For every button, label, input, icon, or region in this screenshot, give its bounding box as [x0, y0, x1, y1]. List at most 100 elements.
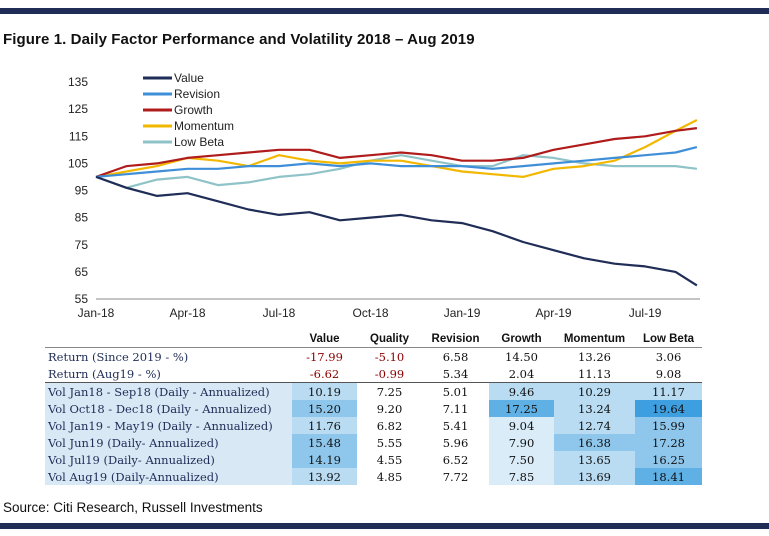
table-cell: 11.17 — [635, 382, 702, 400]
table-cell: 17.28 — [635, 434, 702, 451]
table-header-row: Value Quality Revision Growth Momentum L… — [45, 330, 702, 348]
table-cell: 9.20 — [357, 400, 422, 417]
table-cell: 13.24 — [554, 400, 635, 417]
y-tick-label: 65 — [75, 265, 89, 279]
y-tick-label: 85 — [75, 211, 89, 225]
table-cell: 16.38 — [554, 434, 635, 451]
table-header-momentum: Momentum — [554, 330, 635, 348]
series-line-momentum — [95, 119, 698, 178]
table-cell: 7.85 — [489, 468, 554, 485]
table-cell: 11.76 — [292, 417, 357, 434]
y-tick-label: 55 — [75, 292, 89, 306]
table-cell: 10.29 — [554, 382, 635, 400]
table-cell: 6.52 — [422, 451, 489, 468]
table-row: Vol Jan18 - Sep18 (Daily - Annualized) 10… — [45, 382, 702, 400]
table-cell: -5.10 — [357, 347, 422, 365]
x-tick-label: Jul-19 — [629, 306, 662, 320]
table-cell: 9.04 — [489, 417, 554, 434]
source-note: Source: Citi Research, Russell Investmen… — [3, 500, 263, 515]
x-tick-label: Jan-18 — [78, 306, 115, 320]
y-tick-label: 115 — [69, 129, 88, 143]
y-tick-label: 135 — [68, 75, 88, 89]
table-body: Return (Since 2019 - %) -17.99 -5.10 6.58 14… — [45, 347, 702, 485]
table-cell: 14.19 — [292, 451, 357, 468]
y-tick-label: 95 — [75, 184, 89, 198]
table-cell: 15.48 — [292, 434, 357, 451]
table-row: Vol Oct18 - Dec18 (Daily - Annualized) 15… — [45, 400, 702, 417]
legend-label: Revision — [174, 87, 220, 101]
y-tick-label: 75 — [75, 238, 89, 252]
y-tick-label: 105 — [68, 156, 88, 170]
table-cell: 19.64 — [635, 400, 702, 417]
table-cell: 13.65 — [554, 451, 635, 468]
table-header-quality: Quality — [357, 330, 422, 348]
table-row: Vol Jan19 - May19 (Daily - Annualized) 11… — [45, 417, 702, 434]
top-rule — [0, 8, 769, 14]
table-cell: 11.13 — [554, 365, 635, 383]
table-header-revision: Revision — [422, 330, 489, 348]
table-header-growth: Growth — [489, 330, 554, 348]
series-line-low-beta — [95, 154, 698, 189]
row-label: Return (Since 2019 - %) — [45, 347, 292, 365]
table-cell: 16.25 — [635, 451, 702, 468]
bottom-rule — [0, 523, 769, 529]
legend-label: Growth — [174, 103, 213, 117]
table-cell: -0.99 — [357, 365, 422, 383]
table-cell: 13.92 — [292, 468, 357, 485]
table-cell: 15.20 — [292, 400, 357, 417]
series-line-value — [95, 175, 698, 287]
row-label: Vol Jun19 (Daily- Annualized) — [45, 434, 292, 451]
y-tick-label: 125 — [68, 102, 88, 116]
table-row: Vol Jul19 (Daily- Annualized) 14.19 4.55 6.… — [45, 451, 702, 468]
table-cell: 7.11 — [422, 400, 489, 417]
table-cell: 17.25 — [489, 400, 554, 417]
row-label: Return (Aug19 - %) — [45, 365, 292, 383]
figure-title: Figure 1. Daily Factor Performance and V… — [3, 31, 475, 48]
table-row: Vol Aug19 (Daily-Annualized) 13.92 4.85 7.7… — [45, 468, 702, 485]
table-cell: 5.41 — [422, 417, 489, 434]
table-cell: 12.74 — [554, 417, 635, 434]
x-tick-label: Apr-18 — [169, 306, 205, 320]
legend-label: Momentum — [174, 119, 234, 133]
x-tick-label: Oct-18 — [353, 306, 389, 320]
table-cell: 7.72 — [422, 468, 489, 485]
table-header-low-beta: Low Beta — [635, 330, 702, 348]
table-cell: 6.82 — [357, 417, 422, 434]
table-cell: 2.04 — [489, 365, 554, 383]
table-header-blank — [45, 330, 292, 348]
table-row: Vol Jun19 (Daily- Annualized) 15.48 5.55 5.… — [45, 434, 702, 451]
table-cell: 10.19 — [292, 382, 357, 400]
table-cell: 7.25 — [357, 382, 422, 400]
table-cell: 13.69 — [554, 468, 635, 485]
table-cell: 18.41 — [635, 468, 702, 485]
table-cell: 7.90 — [489, 434, 554, 451]
x-tick-label: Jul-18 — [263, 306, 296, 320]
table-cell: 5.96 — [422, 434, 489, 451]
table-row: Return (Aug19 - %) -6.62 -0.99 5.34 2.04 11.1… — [45, 365, 702, 383]
table-cell: 7.50 — [489, 451, 554, 468]
row-label: Vol Aug19 (Daily-Annualized) — [45, 468, 292, 485]
table-cell: 4.55 — [357, 451, 422, 468]
table-cell: 6.58 — [422, 347, 489, 365]
table-row: Return (Since 2019 - %) -17.99 -5.10 6.58 14… — [45, 347, 702, 365]
table-cell: 15.99 — [635, 417, 702, 434]
legend-label: Low Beta — [174, 135, 224, 149]
row-label: Vol Jan18 - Sep18 (Daily - Annualized) — [45, 382, 292, 400]
x-tick-label: Apr-19 — [536, 306, 572, 320]
row-label: Vol Jul19 (Daily- Annualized) — [45, 451, 292, 468]
table-cell: 5.55 — [357, 434, 422, 451]
table-cell: 13.26 — [554, 347, 635, 365]
series-line-revision — [95, 146, 698, 178]
table-cell: 14.50 — [489, 347, 554, 365]
x-tick-label: Jan-19 — [444, 306, 481, 320]
table-cell: 9.46 — [489, 382, 554, 400]
row-label: Vol Jan19 - May19 (Daily - Annualized) — [45, 417, 292, 434]
table-cell: 3.06 — [635, 347, 702, 365]
table-header-value: Value — [292, 330, 357, 348]
table-cell: -17.99 — [292, 347, 357, 365]
row-label: Vol Oct18 - Dec18 (Daily - Annualized) — [45, 400, 292, 417]
table-cell: 4.85 — [357, 468, 422, 485]
series-line-growth — [95, 127, 698, 178]
